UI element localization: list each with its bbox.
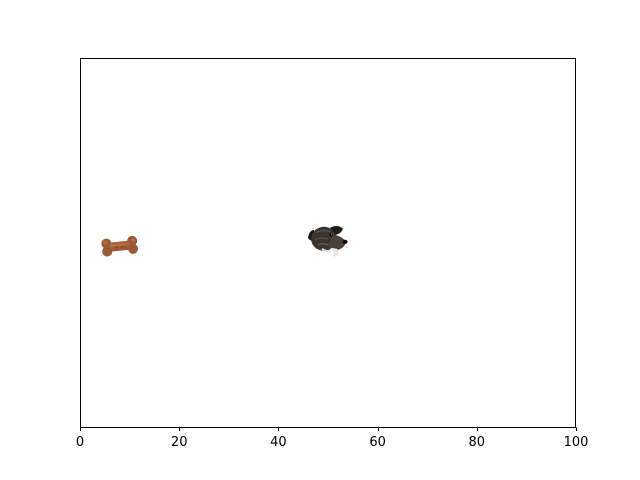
- dog-head-icon: [308, 226, 348, 257]
- dog-bone-icon: [101, 235, 139, 257]
- x-tick-label: 80: [469, 435, 486, 450]
- x-tick-label: 20: [171, 435, 188, 450]
- x-tick-label: 60: [369, 435, 386, 450]
- x-tick-label: 40: [270, 435, 287, 450]
- x-tick-label: 100: [564, 435, 589, 450]
- x-tick-label: 0: [76, 435, 84, 450]
- x-axis: 0 20 40 60 80 100: [76, 427, 589, 450]
